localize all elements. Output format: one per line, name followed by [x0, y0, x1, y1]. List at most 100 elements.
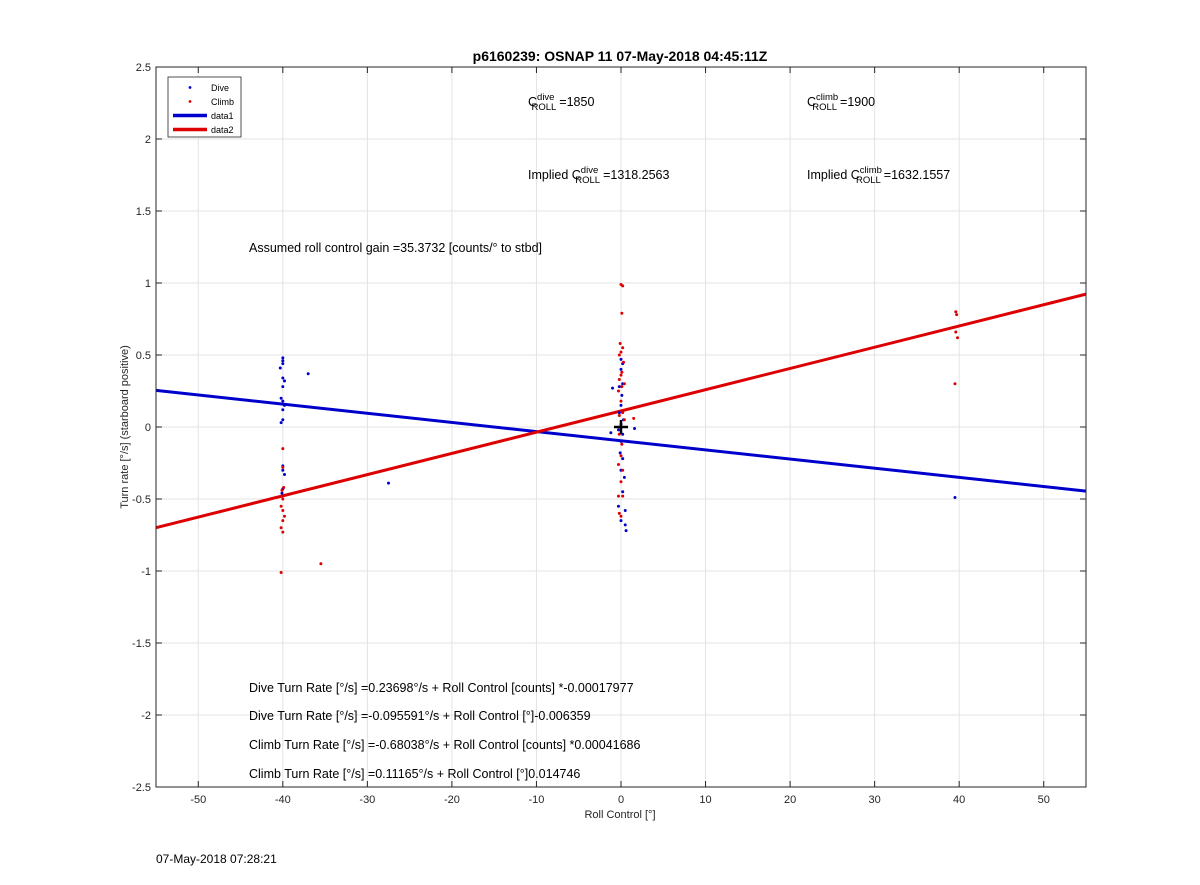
data-point-dive	[387, 481, 390, 485]
legend-climb-label: Climb	[211, 97, 234, 107]
data-point-climb	[955, 313, 959, 317]
data-point-dive	[281, 385, 285, 389]
data-point-dive	[953, 496, 957, 500]
y-tick-label: 2.5	[136, 62, 151, 74]
data-point-climb	[319, 562, 323, 566]
data-point-climb	[281, 447, 285, 451]
annotation-eq-climb-deg: Climb Turn Rate [°/s] =0.11165°/s + Roll…	[249, 767, 580, 781]
data-point-dive	[617, 385, 621, 389]
annotation-implied-dive: Implied Cdive ROLL =1318.2563	[528, 165, 669, 186]
data-point-dive	[281, 359, 285, 363]
data-point-climb	[620, 370, 624, 374]
data-point-dive	[609, 431, 613, 435]
data-point-climb	[619, 399, 623, 403]
y-tick-label: 1.5	[136, 206, 151, 218]
data-point-climb	[281, 497, 285, 501]
annotation-implied-climb: Implied Cclimb ROLL =1632.1557	[807, 165, 950, 186]
data-point-climb	[619, 454, 623, 458]
data-point-climb	[632, 416, 636, 420]
footer-timestamp: 07-May-2018 07:28:21	[156, 852, 277, 866]
x-tick-label: 0	[618, 794, 624, 806]
data-point-climb	[281, 465, 285, 469]
data-point-dive	[281, 468, 285, 472]
data-point-climb	[617, 353, 621, 357]
data-point-climb	[618, 341, 622, 345]
y-tick-label: -2	[141, 710, 151, 722]
data-point-climb	[283, 514, 287, 518]
data-point-dive	[281, 408, 285, 412]
data-point-dive	[281, 376, 285, 380]
x-tick-label: -20	[444, 794, 460, 806]
data-point-climb	[622, 382, 626, 386]
data-point-climb	[279, 504, 283, 508]
data-point-dive	[283, 473, 287, 477]
data-point-climb	[953, 382, 957, 386]
data-point-climb	[620, 385, 624, 389]
data-point-climb	[619, 514, 623, 518]
data-point-climb	[622, 360, 626, 364]
data-point-dive	[283, 379, 287, 383]
x-tick-label: 20	[784, 794, 796, 806]
y-tick-label: 1	[145, 278, 151, 290]
data-point-climb	[619, 373, 623, 377]
x-tick-label: 10	[699, 794, 711, 806]
data-point-dive	[279, 396, 283, 400]
data-point-climb	[281, 509, 285, 513]
data-point-dive	[281, 362, 285, 366]
y-tick-label: -1	[141, 566, 151, 578]
data-point-dive	[616, 504, 620, 508]
legend-data2-label: data2	[211, 125, 234, 135]
annotation-c-climb: Cclimb ROLL =1900	[807, 92, 875, 113]
fit-line-data2	[155, 292, 1087, 530]
plot-frame	[155, 66, 1087, 788]
data-point-dive	[633, 426, 637, 430]
y-tick-label: -1.5	[132, 638, 151, 650]
data-point-climb	[620, 311, 624, 315]
series-climb-points	[279, 282, 959, 574]
data-point-climb	[619, 350, 623, 354]
y-tick-label: 0.5	[136, 350, 151, 362]
y-axis-label: Turn rate [°/s] (starboard positive)	[119, 345, 131, 509]
data-point-climb	[955, 336, 959, 340]
y-tick-label: 2	[145, 134, 151, 146]
data-point-climb	[617, 377, 621, 381]
y-tick-label: -2.5	[132, 782, 151, 794]
data-point-climb	[620, 442, 624, 446]
data-point-climb	[279, 526, 283, 530]
data-point-climb	[621, 346, 625, 350]
data-point-dive	[280, 491, 284, 495]
data-point-climb	[622, 418, 626, 422]
data-point-climb	[617, 511, 621, 515]
x-tick-label: -10	[529, 794, 545, 806]
data-point-dive	[619, 367, 623, 371]
legend-box	[167, 76, 242, 138]
data-point-climb	[616, 494, 620, 498]
plot-series	[155, 282, 1087, 574]
data-point-dive	[623, 509, 627, 513]
data-point-dive	[278, 366, 282, 370]
data-point-dive	[279, 421, 283, 425]
data-point-climb	[617, 413, 621, 417]
data-point-climb	[954, 330, 958, 334]
data-point-dive	[617, 411, 621, 415]
data-point-dive	[621, 457, 625, 461]
annotation-gain: Assumed roll control gain =35.3732 [coun…	[249, 241, 542, 255]
y-tick-label: -0.5	[132, 494, 151, 506]
x-tick-label: -30	[359, 794, 375, 806]
data-point-climb	[619, 480, 623, 484]
data-point-dive	[281, 418, 285, 422]
data-point-dive	[611, 386, 615, 390]
x-tick-label: -40	[275, 794, 291, 806]
annotation-eq-dive-counts: Dive Turn Rate [°/s] =0.23698°/s + Roll …	[249, 681, 634, 695]
x-tick-label: 50	[1038, 794, 1050, 806]
legend-dive-marker	[188, 86, 192, 89]
data-point-dive	[619, 357, 623, 361]
data-point-dive	[623, 523, 627, 527]
data-point-dive	[281, 399, 285, 403]
data-point-dive	[622, 475, 626, 479]
origin-cross-marker	[614, 420, 628, 434]
data-point-climb	[621, 494, 625, 498]
legend-data1-label: data1	[211, 111, 234, 121]
data-point-climb	[621, 284, 625, 288]
